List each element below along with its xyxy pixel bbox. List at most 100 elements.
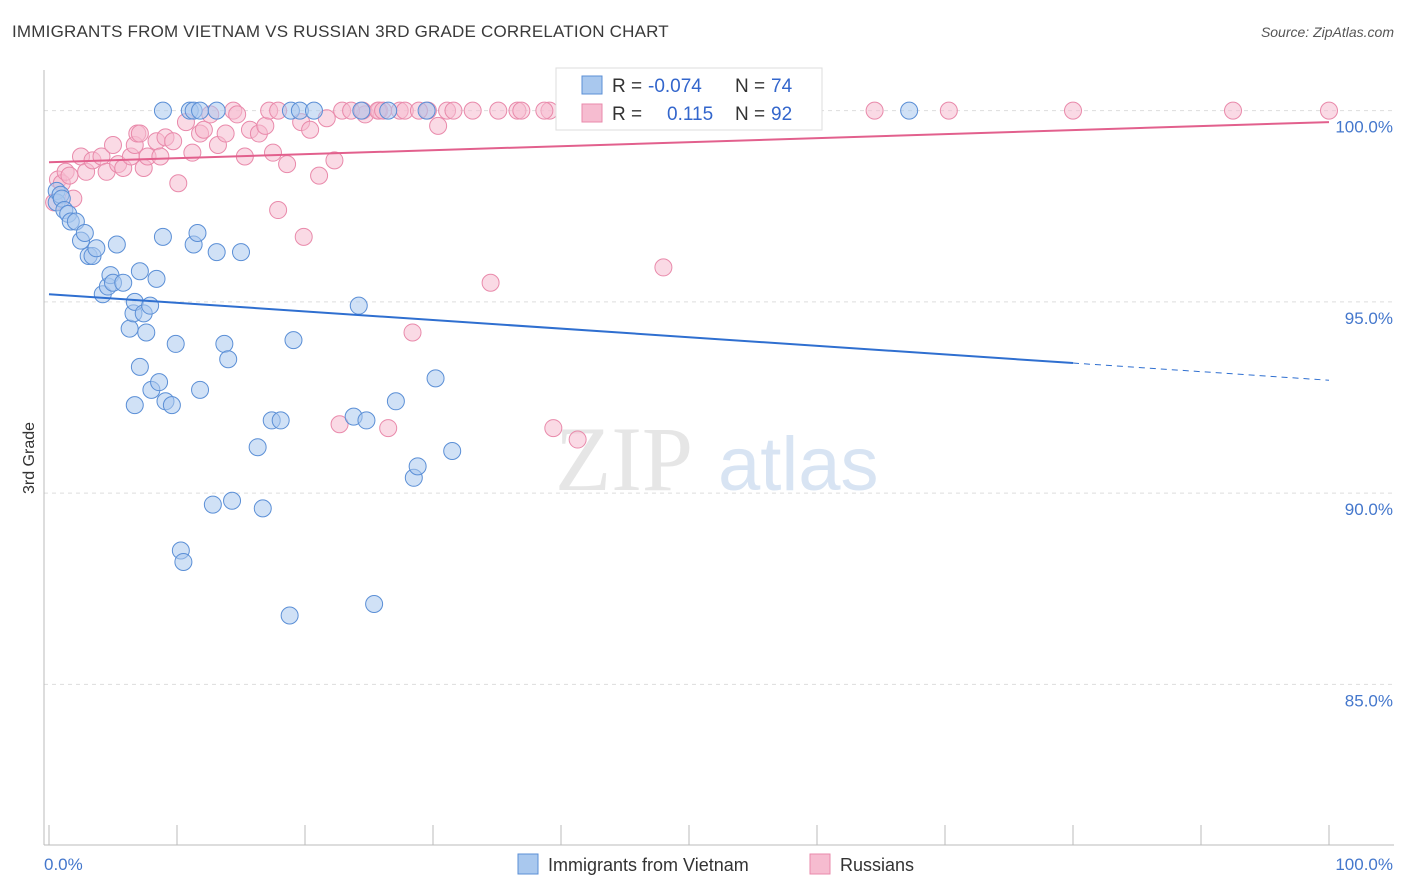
data-point-vietnam xyxy=(191,101,210,120)
data-point-vietnam xyxy=(248,438,267,457)
legend-n-label-vietnam: N = xyxy=(735,76,765,97)
data-point-russians xyxy=(1320,101,1338,120)
watermark-atlas: atlas xyxy=(718,422,879,507)
trend-line-vietnam xyxy=(48,293,1074,365)
data-point-russians xyxy=(325,151,344,170)
legend-n-value-vietnam: 74 xyxy=(771,76,793,97)
y-tick-label: 95.0% xyxy=(1345,309,1393,328)
y-tick-labels: 100.0% 95.0% 90.0% 85.0% xyxy=(1335,118,1393,711)
data-point-vietnam xyxy=(153,101,172,120)
data-point-vietnam xyxy=(120,319,139,338)
data-point-russians xyxy=(512,101,531,120)
data-point-russians xyxy=(130,124,149,143)
legend-stats: R = -0.074 N = 74 R = 0.115 N = 92 xyxy=(555,67,823,131)
data-point-russians xyxy=(164,132,183,151)
legend-r-label-vietnam: R = xyxy=(612,76,642,97)
legend-n-label-russians: N = xyxy=(735,104,765,125)
trend-line-extension-vietnam xyxy=(1072,362,1330,381)
data-point-vietnam xyxy=(166,334,185,353)
data-point-vietnam xyxy=(408,457,427,476)
data-point-vietnam xyxy=(130,262,149,281)
data-point-vietnam xyxy=(150,373,169,392)
chart-title: IMMIGRANTS FROM VIETNAM VS RUSSIAN 3RD G… xyxy=(12,22,669,41)
data-point-russians xyxy=(939,101,958,120)
legend-bottom-swatch-vietnam xyxy=(517,853,539,875)
data-point-vietnam xyxy=(207,101,226,120)
x-tick-label: 0.0% xyxy=(44,855,83,874)
data-point-russians xyxy=(216,124,235,143)
data-point-vietnam xyxy=(162,396,181,415)
x-tick-labels: 0.0% 100.0% xyxy=(44,855,1393,874)
data-point-vietnam xyxy=(107,235,126,254)
data-point-vietnam xyxy=(386,392,405,411)
legend-r-label-russians: R = xyxy=(612,104,642,125)
data-point-russians xyxy=(228,105,247,124)
legend-bottom-swatch-russians xyxy=(809,853,831,875)
data-point-russians xyxy=(535,101,554,120)
data-point-russians xyxy=(489,101,508,120)
data-point-russians xyxy=(544,419,563,438)
data-point-vietnam xyxy=(349,296,368,315)
data-point-vietnam xyxy=(87,239,106,258)
y-axis-title: 3rd Grade xyxy=(21,422,38,494)
data-point-vietnam xyxy=(215,334,234,353)
data-point-russians xyxy=(194,120,213,139)
data-point-vietnam xyxy=(188,224,207,242)
data-point-russians xyxy=(444,101,463,120)
data-point-vietnam xyxy=(271,411,290,430)
data-point-vietnam xyxy=(75,224,94,242)
data-point-russians xyxy=(151,147,170,166)
data-point-vietnam xyxy=(304,101,323,120)
data-point-vietnam xyxy=(207,243,226,262)
legend-swatch-russians xyxy=(581,103,603,123)
data-point-russians xyxy=(278,155,297,174)
data-point-vietnam xyxy=(130,357,149,376)
data-point-russians xyxy=(1224,101,1242,120)
data-point-vietnam xyxy=(137,323,156,342)
data-point-russians xyxy=(379,419,398,438)
data-point-vietnam xyxy=(153,227,172,246)
data-point-vietnam xyxy=(417,101,436,120)
legend-swatch-vietnam xyxy=(581,75,603,95)
grid-lines xyxy=(44,110,1394,685)
data-point-vietnam xyxy=(191,380,210,399)
data-point-vietnam xyxy=(280,606,299,625)
data-point-vietnam xyxy=(114,273,133,292)
data-point-russians xyxy=(654,258,673,277)
data-point-vietnam xyxy=(125,396,144,415)
data-point-russians xyxy=(264,143,282,162)
data-point-vietnam xyxy=(900,101,919,120)
data-point-russians xyxy=(865,101,884,120)
trend-line-russians xyxy=(48,121,1330,164)
data-point-russians xyxy=(104,136,122,155)
data-point-vietnam xyxy=(426,369,445,388)
data-point-vietnam xyxy=(174,552,193,571)
legend-bottom: Immigrants from Vietnam Russians xyxy=(517,853,914,875)
data-point-russians xyxy=(301,120,320,139)
data-point-russians xyxy=(481,273,500,292)
data-point-russians xyxy=(463,101,482,120)
data-point-vietnam xyxy=(147,269,166,288)
legend-r-value-vietnam: -0.074 xyxy=(648,76,702,97)
watermark-zip: ZIP xyxy=(555,408,693,510)
data-point-russians xyxy=(269,201,288,220)
data-point-russians xyxy=(330,415,349,434)
series-russians xyxy=(45,101,1338,449)
data-point-vietnam xyxy=(253,499,272,518)
data-point-russians xyxy=(169,174,188,193)
data-point-russians xyxy=(294,227,313,246)
data-point-vietnam xyxy=(223,491,242,510)
legend-bottom-label-vietnam: Immigrants from Vietnam xyxy=(548,855,749,875)
data-point-vietnam xyxy=(203,495,222,514)
data-point-russians xyxy=(256,116,275,135)
data-point-russians xyxy=(60,166,79,185)
data-point-vietnam xyxy=(379,101,398,120)
y-tick-label: 100.0% xyxy=(1335,118,1393,137)
data-point-russians xyxy=(1064,101,1082,120)
data-point-vietnam xyxy=(232,243,250,262)
data-point-vietnam xyxy=(219,350,238,369)
data-point-russians xyxy=(568,430,587,449)
data-point-vietnam xyxy=(365,595,384,614)
data-point-vietnam xyxy=(352,101,371,120)
